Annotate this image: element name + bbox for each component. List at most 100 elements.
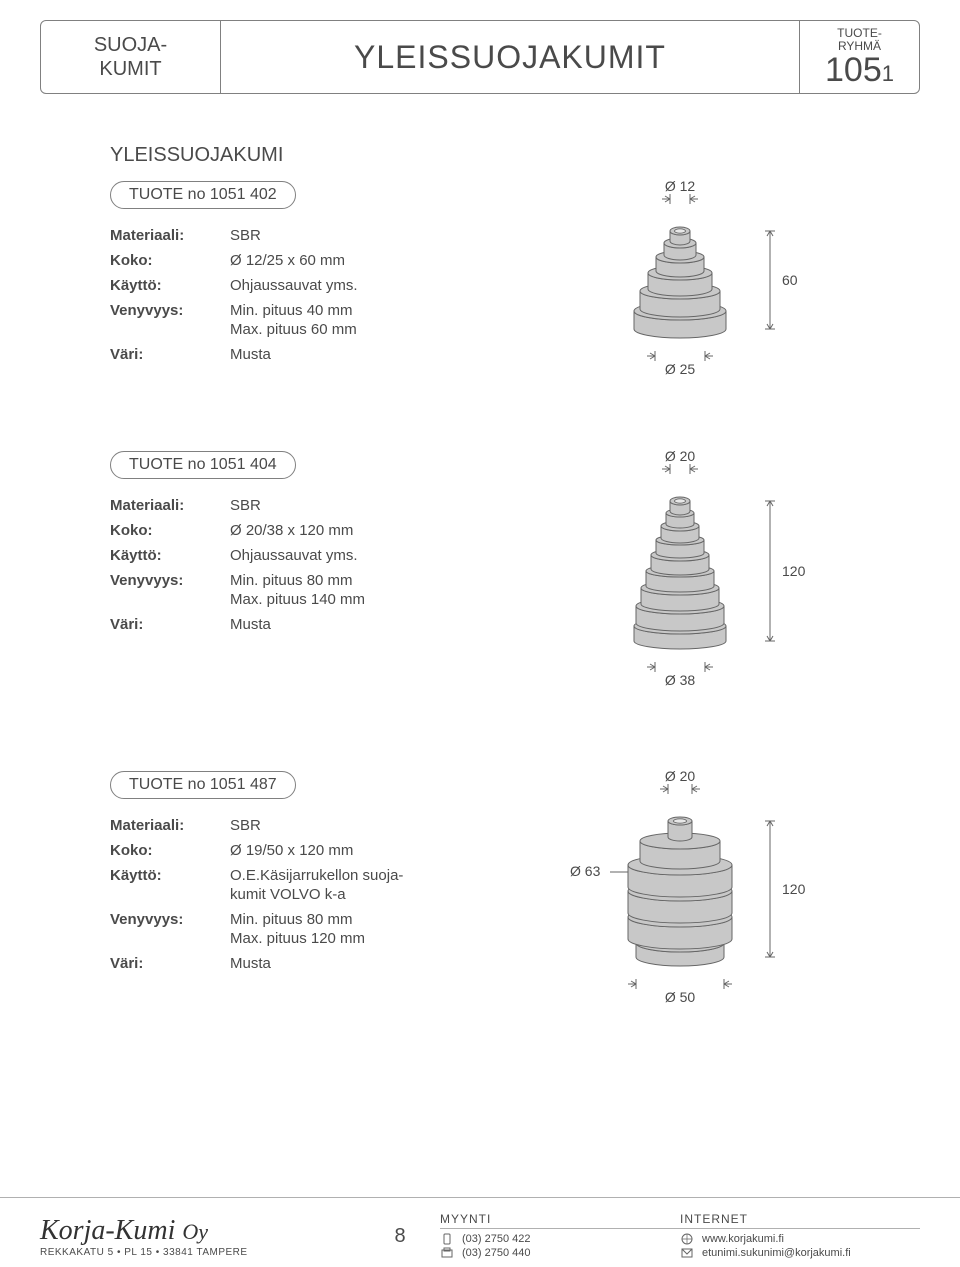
spec-value: SBR: [230, 227, 560, 246]
spec-label: Koko:: [110, 842, 230, 861]
svg-text:Ø 12: Ø 12: [665, 181, 696, 194]
header-group: TUOTE- RYHMÄ 1051: [799, 21, 919, 93]
spec-value-line: Musta: [230, 616, 560, 633]
spec-value: Musta: [230, 346, 560, 365]
spec-value-line: Max. pituus 120 mm: [230, 930, 560, 947]
svg-text:Ø 25: Ø 25: [665, 361, 696, 377]
fax-icon: [440, 1247, 454, 1259]
footer-logo-main: Korja-Kumi: [40, 1215, 175, 1246]
spec-label: Koko:: [110, 252, 230, 271]
spec-value-line: Ø 12/25 x 60 mm: [230, 252, 560, 269]
spec-value-line: Ohjaussauvat yms.: [230, 277, 560, 294]
spec-row-kaytto: Käyttö:Ohjaussauvat yms.: [110, 277, 560, 296]
product-number-pill: TUOTE no 1051 404: [110, 451, 296, 479]
spec-value-line: Ø 19/50 x 120 mm: [230, 842, 560, 859]
spec-label: Käyttö:: [110, 547, 230, 566]
spec-value-line: SBR: [230, 227, 560, 244]
header-title: YLEISSUOJAKUMIT: [221, 21, 799, 93]
header-left-line2: KUMIT: [61, 57, 200, 81]
product-number-pill: TUOTE no 1051 402: [110, 181, 296, 209]
spec-row-vari: Väri:Musta: [110, 955, 560, 974]
spec-value-line: SBR: [230, 817, 560, 834]
spec-value-line: Min. pituus 80 mm: [230, 911, 560, 928]
globe-icon: [680, 1233, 694, 1245]
product-figure: Ø 20Ø 50120Ø 63: [560, 771, 920, 1041]
spec-row-venyvyys: Venyvyys:Min. pituus 40 mm Max. pituus 60…: [110, 302, 560, 340]
footer-internet-header: INTERNET: [680, 1212, 920, 1229]
spec-value-line: Max. pituus 60 mm: [230, 321, 560, 338]
svg-text:Ø 50: Ø 50: [665, 989, 696, 1005]
footer-email: etunimi.sukunimi@korjakumi.fi: [680, 1247, 920, 1259]
spec-value-line: Min. pituus 80 mm: [230, 572, 560, 589]
spec-row-koko: Koko:Ø 12/25 x 60 mm: [110, 252, 560, 271]
product-block: TUOTE no 1051 404 Materiaali:SBR Koko:Ø 20…: [40, 451, 920, 731]
spec-label: Materiaali:: [110, 497, 230, 516]
group-number-small: 1: [882, 61, 894, 86]
page-footer: Korja-Kumi Oy REKKAKATU 5 • PL 15 • 3384…: [0, 1197, 960, 1267]
spec-value-line: Musta: [230, 955, 560, 972]
spec-row-koko: Koko:Ø 19/50 x 120 mm: [110, 842, 560, 861]
spec-value-line: kumit VOLVO k-a: [230, 886, 560, 903]
spec-value: Musta: [230, 616, 560, 635]
product-specs: TUOTE no 1051 402 Materiaali:SBR Koko:Ø 12…: [40, 181, 560, 411]
spec-value-line: SBR: [230, 497, 560, 514]
spec-value: Ø 20/38 x 120 mm: [230, 522, 560, 541]
spec-value-line: Ohjaussauvat yms.: [230, 547, 560, 564]
group-number-big: 105: [825, 51, 882, 89]
svg-text:120: 120: [782, 881, 806, 897]
spec-value: Ø 12/25 x 60 mm: [230, 252, 560, 271]
product-number-pill: TUOTE no 1051 487: [110, 771, 296, 799]
phone-icon: [440, 1233, 454, 1245]
spec-row-venyvyys: Venyvyys:Min. pituus 80 mm Max. pituus 12…: [110, 911, 560, 949]
footer-phone-number: (03) 2750 422: [462, 1233, 531, 1245]
spec-row-koko: Koko:Ø 20/38 x 120 mm: [110, 522, 560, 541]
spec-row-materiaali: Materiaali:SBR: [110, 817, 560, 836]
spec-value-line: Ø 20/38 x 120 mm: [230, 522, 560, 539]
group-number: 1051: [800, 53, 919, 87]
spec-row-venyvyys: Venyvyys:Min. pituus 80 mmMax. pituus 14…: [110, 572, 560, 610]
spec-value: Min. pituus 80 mm Max. pituus 120 mm: [230, 911, 560, 949]
spec-label: Venyvyys:: [110, 302, 230, 340]
product-block: TUOTE no 1051 402Materiaali:SBRKoko:Ø 12…: [40, 181, 920, 411]
product-figure: Ø 12Ø 2560: [560, 181, 920, 411]
spec-label: Väri:: [110, 955, 230, 974]
spec-label: Venyvyys:: [110, 572, 230, 610]
spec-value-line: O.E.Käsijarrukellon suoja-: [230, 867, 560, 884]
footer-sales-header: MYYNTI: [440, 1212, 680, 1229]
footer-web-url: www.korjakumi.fi: [702, 1233, 784, 1245]
spec-label: Väri:: [110, 346, 230, 365]
section-title: YLEISSUOJAKUMI: [110, 144, 920, 167]
footer-email-address: etunimi.sukunimi@korjakumi.fi: [702, 1247, 851, 1259]
spec-row-kaytto: Käyttö:O.E.Käsijarrukellon suoja-kumit V…: [110, 867, 560, 905]
footer-col-sales: MYYNTI (03) 2750 422 (03) 2750 440: [440, 1212, 680, 1261]
spec-row-materiaali: Materiaali:SBR: [110, 227, 560, 246]
boot-svg: Ø 12Ø 2560: [560, 181, 860, 391]
product-block: TUOTE no 1051 487Materiaali:SBRKoko:Ø 19…: [40, 771, 920, 1041]
page-header: SUOJA- KUMIT YLEISSUOJAKUMIT TUOTE- RYHM…: [40, 20, 920, 94]
footer-address: REKKAKATU 5 • PL 15 • 33841 TAMPERE: [40, 1247, 360, 1258]
spec-label: Käyttö:: [110, 867, 230, 905]
header-left-line1: SUOJA-: [61, 33, 200, 57]
spec-value-line: Min. pituus 40 mm: [230, 302, 560, 319]
spec-label: Venyvyys:: [110, 911, 230, 949]
spec-row-kaytto: Käyttö:Ohjaussauvat yms.: [110, 547, 560, 566]
svg-text:Ø 38: Ø 38: [665, 672, 696, 688]
spec-value: Ohjaussauvat yms.: [230, 547, 560, 566]
svg-text:Ø 20: Ø 20: [665, 451, 696, 464]
product-specs: TUOTE no 1051 487Materiaali:SBRKoko:Ø 19…: [40, 771, 560, 1041]
spec-value: SBR: [230, 817, 560, 836]
footer-logo: Korja-Kumi Oy: [40, 1215, 360, 1247]
product-specs: TUOTE no 1051 404 Materiaali:SBR Koko:Ø 20…: [40, 451, 560, 731]
boot-svg: Ø 20 Ø 38 120: [560, 451, 860, 711]
spec-value: Ø 19/50 x 120 mm: [230, 842, 560, 861]
svg-text:Ø 20: Ø 20: [665, 771, 696, 784]
spec-value-line: Musta: [230, 346, 560, 363]
spec-row-vari: Väri:Musta: [110, 616, 560, 635]
spec-label: Käyttö:: [110, 277, 230, 296]
spec-row-vari: Väri:Musta: [110, 346, 560, 365]
boot-svg: Ø 20Ø 50120Ø 63: [560, 771, 860, 1021]
spec-value: Min. pituus 40 mm Max. pituus 60 mm: [230, 302, 560, 340]
spec-label: Materiaali:: [110, 817, 230, 836]
svg-text:120: 120: [782, 563, 806, 579]
product-figure: Ø 20 Ø 38 120: [560, 451, 920, 731]
